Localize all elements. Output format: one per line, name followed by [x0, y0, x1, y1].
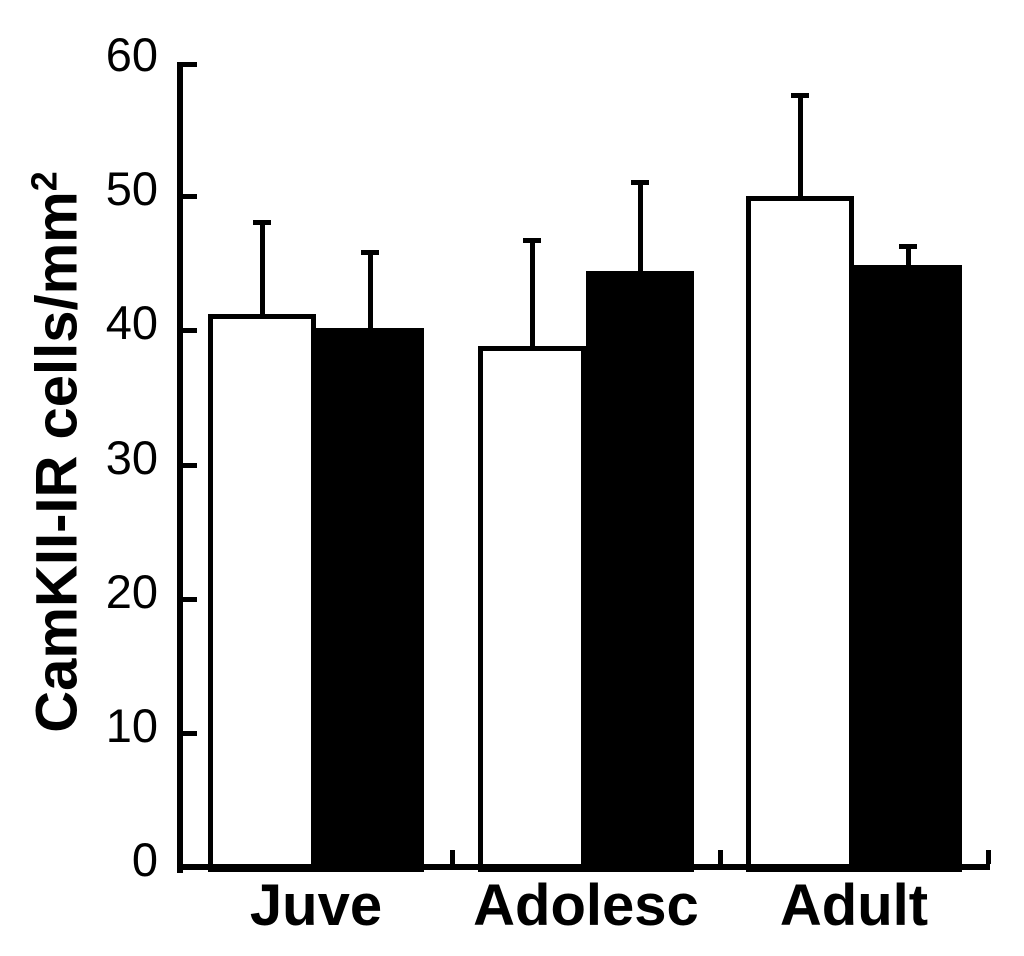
y-tick-label-50: 50	[105, 162, 158, 216]
bar-adult-filled	[854, 264, 962, 872]
x-group-tick-1	[718, 850, 723, 864]
y-tick-label-20: 20	[105, 564, 158, 618]
x-axis-line	[177, 864, 990, 870]
bar-adolesc-open	[478, 346, 586, 872]
error-bar-cap-adult-filled	[899, 244, 917, 250]
y-tick-40	[183, 328, 197, 334]
y-tick-20	[183, 596, 197, 602]
y-tick-50	[183, 194, 197, 200]
bar-adolesc-filled	[586, 271, 694, 872]
y-tick-label-40: 40	[105, 296, 158, 350]
error-bar-line-adult-filled	[906, 244, 911, 265]
error-bar-line-adult-open	[798, 92, 803, 197]
y-tick-60	[183, 62, 197, 67]
y-tick-label-60: 60	[105, 28, 158, 81]
y-tick-10	[183, 730, 197, 736]
x-category-label-adult: Adult	[779, 873, 929, 938]
error-bar-line-juve-open	[260, 220, 265, 315]
error-bar-line-adolesc-open	[530, 237, 535, 347]
y-axis-line	[177, 62, 183, 873]
bar-adult-open	[746, 196, 854, 872]
y-tick-30	[183, 462, 197, 468]
x-category-label-juve: Juve	[249, 873, 383, 938]
bar-juve-open	[208, 314, 316, 872]
y-tick-label-10: 10	[105, 698, 158, 752]
error-bar-line-juve-filled	[368, 249, 373, 328]
error-bar-line-adolesc-filled	[638, 180, 643, 272]
error-bar-cap-adolesc-open	[523, 237, 541, 243]
x-group-tick-0	[450, 850, 455, 864]
error-bar-cap-juve-open	[253, 220, 271, 226]
bar-juve-filled	[316, 327, 424, 872]
error-bar-cap-adult-open	[791, 92, 809, 98]
x-category-label-adolesc: Adolesc	[473, 873, 699, 938]
y-tick-label-0: 0	[131, 833, 158, 886]
error-bar-cap-adolesc-filled	[631, 180, 649, 186]
x-group-tick-2	[986, 850, 991, 864]
y-tick-label-30: 30	[105, 430, 158, 484]
error-bar-cap-juve-filled	[361, 249, 379, 255]
